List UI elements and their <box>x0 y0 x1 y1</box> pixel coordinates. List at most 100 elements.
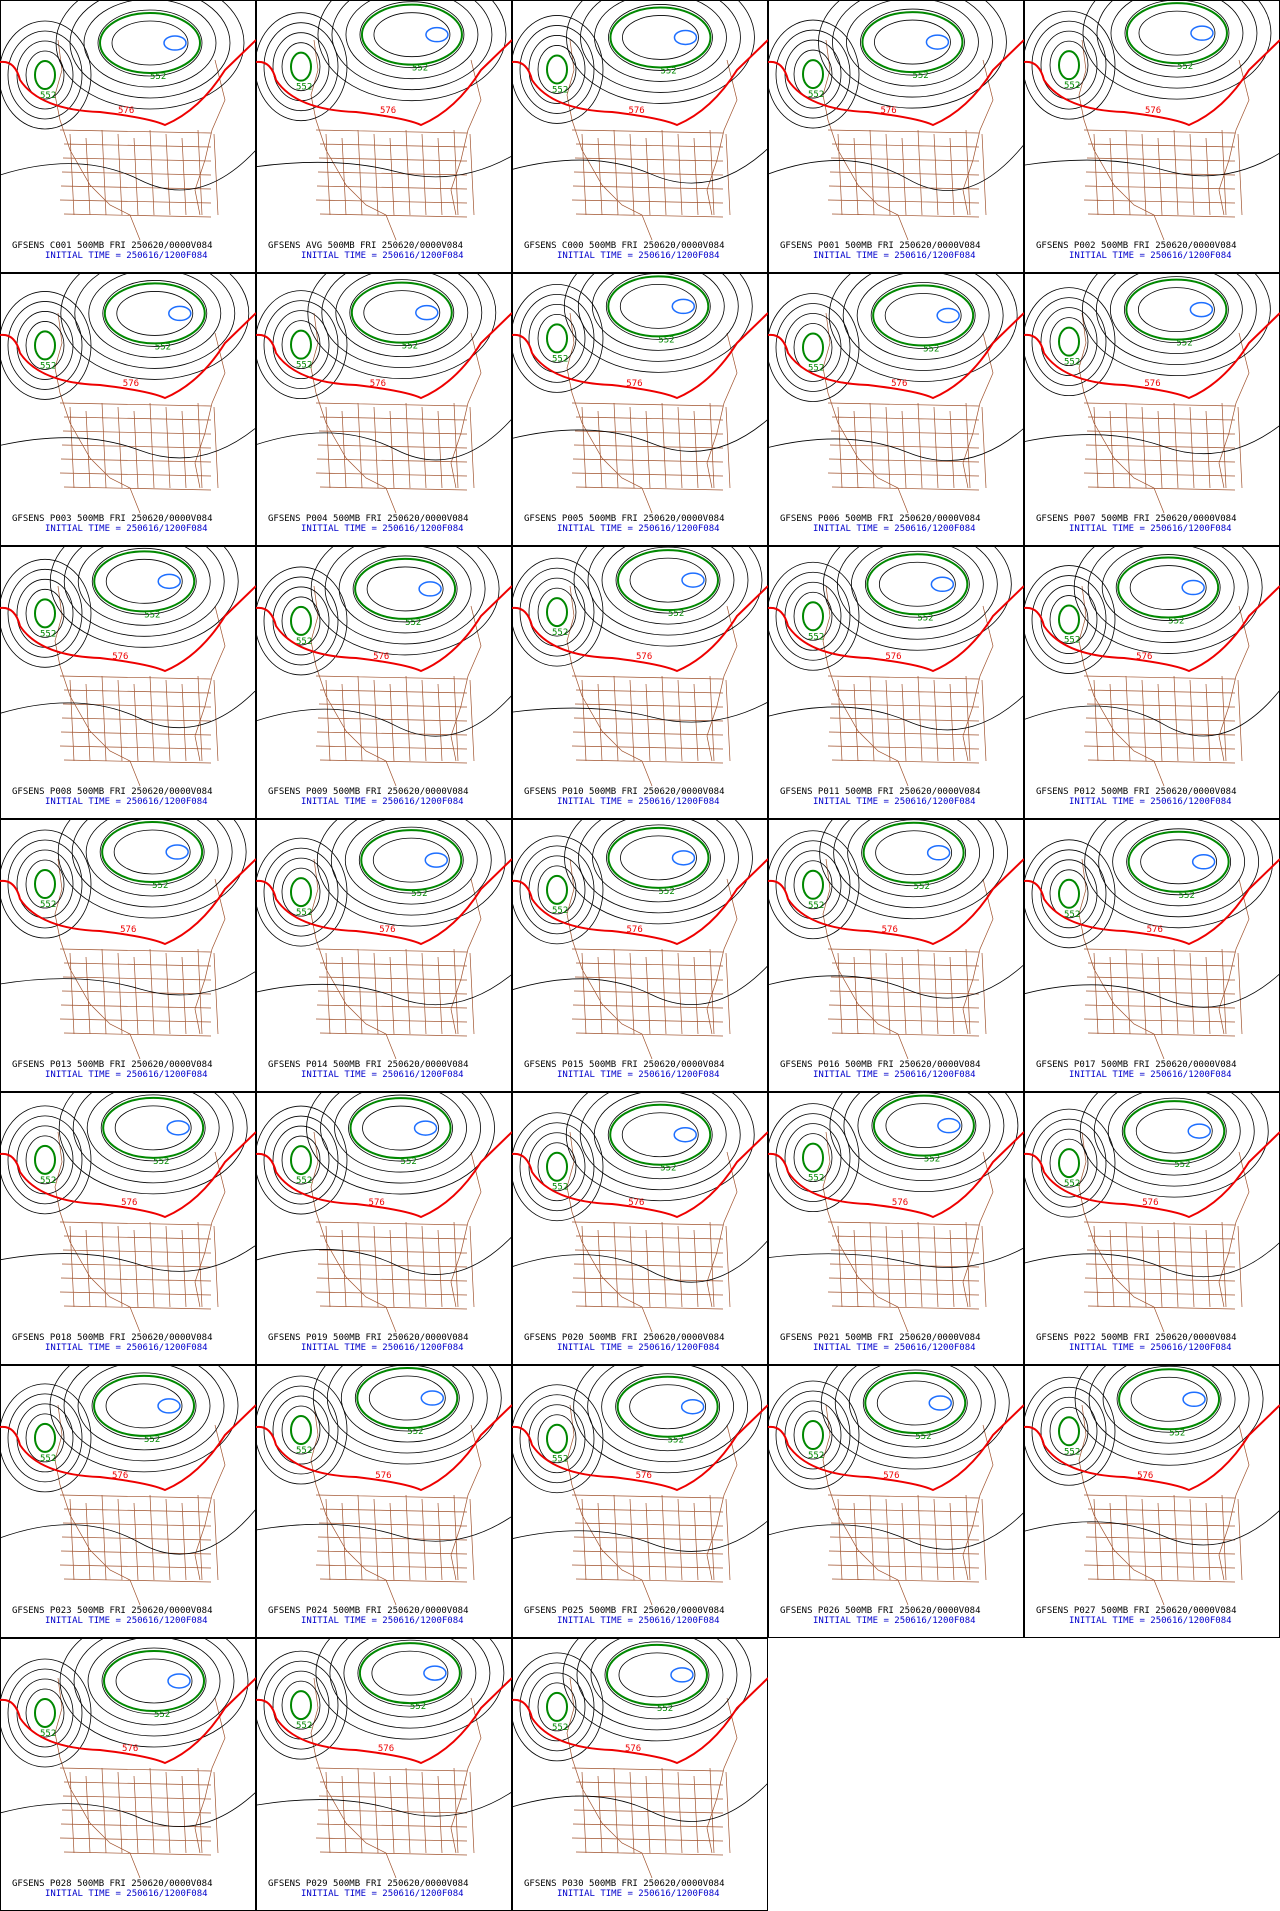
contour <box>0 427 256 459</box>
contour-576 <box>1024 39 1280 127</box>
contour <box>1073 546 1263 654</box>
contour-576 <box>1024 1404 1280 1492</box>
panel-border <box>0 819 256 1092</box>
contour <box>768 1380 860 1490</box>
map-panel: 552 552 576 GFSENS P001 500MB FRI 250620/00… <box>768 0 1024 273</box>
low-center <box>1182 1391 1206 1408</box>
contour <box>63 546 225 637</box>
contour <box>71 819 233 908</box>
contour <box>334 1092 467 1173</box>
panel-border <box>256 273 512 546</box>
panel-border <box>0 1092 256 1365</box>
map-panel: 552 552 576 GFSENS P025 500MB FRI 250620/00… <box>512 1365 768 1638</box>
contour <box>878 561 956 607</box>
init-time: INITIAL TIME = 250616/1200F084 <box>813 524 976 534</box>
contour <box>7 568 83 658</box>
contour <box>1116 1365 1222 1433</box>
contour-label: 576 <box>370 379 386 389</box>
contour <box>1137 287 1215 333</box>
contour <box>16 1678 74 1748</box>
contour <box>1101 546 1235 632</box>
contour <box>77 546 211 626</box>
contour <box>256 1105 348 1215</box>
contour <box>357 1639 463 1707</box>
contour <box>362 1105 439 1151</box>
contour-576 <box>512 1677 768 1765</box>
contour <box>1102 1365 1236 1444</box>
contour-label: 552 <box>552 85 568 95</box>
contour-label: 552 <box>808 901 824 911</box>
contour-552 <box>290 51 312 82</box>
panel-border <box>0 1365 256 1638</box>
panel-border <box>512 1638 768 1911</box>
contour <box>77 1365 211 1451</box>
contour <box>111 20 189 66</box>
contour <box>512 965 768 1006</box>
contour-label: 552 <box>296 1446 312 1456</box>
contour <box>832 0 993 98</box>
contour-576 <box>512 39 768 127</box>
contour-552 <box>1123 1100 1226 1163</box>
contour <box>0 20 92 130</box>
run-title: GFSENS P018 500MB FRI 250620/0000V084 <box>12 1333 212 1343</box>
contour <box>512 701 768 723</box>
contour-label: 552 <box>552 1455 568 1465</box>
contour-552 <box>101 821 204 884</box>
contour <box>312 1365 502 1465</box>
contour-576 <box>1024 858 1280 946</box>
contour-552 <box>802 1420 824 1451</box>
contour-label: 576 <box>369 1198 385 1208</box>
contour-label: 576 <box>379 925 395 935</box>
map-panel: 552 552 576 GFSENS P015 500MB FRI 250620/00… <box>512 819 768 1092</box>
contour-576 <box>0 39 256 127</box>
contour-label: 576 <box>892 1198 908 1208</box>
panel-border <box>512 0 768 273</box>
contour <box>768 964 1024 999</box>
contour <box>256 1375 348 1485</box>
contour-label: 552 <box>410 1702 426 1712</box>
contour-576 <box>0 1677 256 1765</box>
contour <box>519 1394 595 1484</box>
map-panel: 552 552 576 GFSENS P007 500MB FRI 250620/00… <box>1024 273 1280 546</box>
contour-label: 552 <box>296 361 312 371</box>
contour-label: 576 <box>112 1471 128 1481</box>
init-time: INITIAL TIME = 250616/1200F084 <box>557 524 720 534</box>
map-panel: 552 552 576 GFSENS P013 500MB FRI 250620/00… <box>0 819 256 1092</box>
contour-label: 552 <box>660 1164 676 1174</box>
contour <box>49 1365 239 1473</box>
contour-552 <box>102 1096 205 1159</box>
contour <box>519 845 595 935</box>
contour <box>57 819 247 919</box>
contour <box>619 283 697 329</box>
panel-border <box>256 1092 512 1365</box>
contour <box>256 566 348 676</box>
contour-label: 576 <box>118 106 134 116</box>
contour <box>565 1092 755 1202</box>
contour-552 <box>546 597 568 628</box>
low-center <box>937 1117 961 1134</box>
contour <box>847 819 981 898</box>
contour-552 <box>605 1643 708 1706</box>
contour <box>1024 1108 1116 1218</box>
contour <box>861 819 967 887</box>
contour <box>1087 546 1249 643</box>
contour <box>512 283 604 393</box>
contour-552 <box>802 59 824 90</box>
contour <box>512 835 604 945</box>
low-center <box>680 1398 705 1415</box>
contour-576 <box>256 1131 512 1219</box>
contour <box>528 303 586 373</box>
contour-label: 552 <box>1174 1160 1190 1170</box>
map-outline <box>54 39 226 241</box>
run-title: GFSENS P026 500MB FRI 250620/0000V084 <box>780 1606 980 1616</box>
map-panel: 552 552 576 GFSENS P010 500MB FRI 250620/00… <box>512 546 768 819</box>
contour-576 <box>256 858 512 946</box>
contour <box>876 1380 954 1426</box>
map-panel: 552 552 576 GFSENS P011 500MB FRI 250620/00… <box>768 546 1024 819</box>
contour-552 <box>607 275 710 338</box>
contour-576 <box>512 312 768 400</box>
contour-552 <box>1127 830 1230 893</box>
contour-label: 576 <box>122 1744 138 1754</box>
map-outline <box>310 1404 482 1606</box>
contour <box>1031 575 1107 664</box>
